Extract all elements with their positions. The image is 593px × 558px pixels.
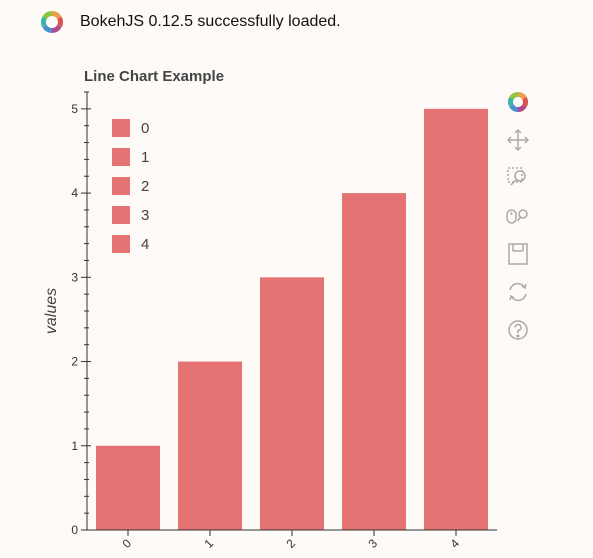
legend-label: 1 xyxy=(141,149,149,166)
legend-label: 4 xyxy=(141,236,149,253)
legend-item-3[interactable]: 3 xyxy=(112,206,149,224)
legend-item-0[interactable]: 0 xyxy=(112,119,149,137)
legend-item-2[interactable]: 2 xyxy=(112,177,149,195)
bars-group xyxy=(96,108,488,531)
legend-item-4[interactable]: 4 xyxy=(112,235,149,253)
box-zoom-tool-icon[interactable] xyxy=(504,164,532,192)
legend-swatch xyxy=(112,119,130,137)
help-tool-icon[interactable] xyxy=(504,316,532,344)
bar-4 xyxy=(424,108,488,530)
save-tool-icon[interactable] xyxy=(504,240,532,268)
bokeh-logo-icon xyxy=(41,11,63,33)
bar-3 xyxy=(342,193,406,531)
y-tick-label-1: 1 xyxy=(71,439,78,453)
y-tick-label-4: 4 xyxy=(71,186,78,200)
y-tick-label-5: 5 xyxy=(71,102,78,116)
bokeh-logo-icon[interactable] xyxy=(504,88,532,116)
bar-0 xyxy=(96,445,160,530)
legend-label: 0 xyxy=(141,120,149,137)
chart-title: Line Chart Example xyxy=(84,68,224,85)
legend-swatch xyxy=(112,177,130,195)
legend-swatch xyxy=(112,235,130,253)
bar-2 xyxy=(260,277,324,530)
y-axis-label: values xyxy=(43,288,60,334)
bar-1 xyxy=(178,361,242,530)
bar-chart[interactable]: Line Chart Example values 0 1 2 3 4 5 0 1 2 3 4 0 1… xyxy=(0,55,593,558)
bokeh-load-notice: BokehJS 0.12.5 successfully loaded. xyxy=(40,8,341,36)
legend-label: 2 xyxy=(141,178,149,195)
x-tick-label-0: 0 xyxy=(119,536,134,551)
legend[interactable]: 0 1 2 3 4 xyxy=(112,119,149,253)
plot-toolbar xyxy=(504,88,532,354)
x-tick-label-3: 3 xyxy=(365,536,380,551)
x-tick-label-2: 2 xyxy=(283,536,298,551)
x-tick-label-1: 1 xyxy=(201,536,216,551)
pan-tool-icon[interactable] xyxy=(504,126,532,154)
x-tick-label-4: 4 xyxy=(447,536,462,551)
reset-tool-icon[interactable] xyxy=(504,278,532,306)
y-tick-label-3: 3 xyxy=(71,270,78,284)
axes-group: 0 1 2 3 4 5 0 1 2 3 4 xyxy=(71,91,497,551)
y-tick-label-0: 0 xyxy=(71,523,78,537)
legend-swatch xyxy=(112,148,130,166)
legend-label: 3 xyxy=(141,207,149,224)
wheel-zoom-tool-icon[interactable] xyxy=(504,202,532,230)
legend-item-1[interactable]: 1 xyxy=(112,148,149,166)
load-message: BokehJS 0.12.5 successfully loaded. xyxy=(80,13,341,30)
y-tick-label-2: 2 xyxy=(71,355,78,369)
legend-swatch xyxy=(112,206,130,224)
